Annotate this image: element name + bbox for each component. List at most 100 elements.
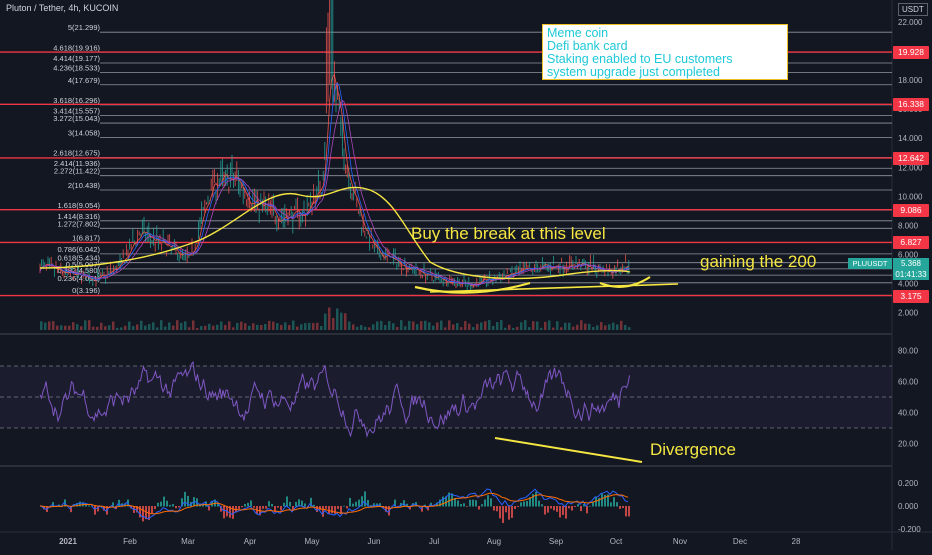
macd-histogram-bar: [367, 499, 369, 507]
volume-bar: [388, 321, 391, 330]
macd-histogram-bar: [52, 502, 54, 507]
volume-bar: [288, 325, 291, 330]
volume-bar: [512, 327, 515, 330]
macd-histogram-bar: [304, 503, 306, 507]
ma200-note[interactable]: gaining the 200: [700, 252, 817, 271]
macd-histogram-bar: [607, 494, 609, 507]
fib-level-label: 0(3.196): [72, 286, 100, 295]
price-axis-tick: 2.000: [898, 309, 919, 318]
volume-bar: [568, 322, 571, 330]
macd-histogram-bar: [577, 504, 579, 507]
rsi-axis-tick: 60.00: [898, 378, 919, 387]
volume-bar: [344, 313, 347, 330]
fib-level-label: 2.272(11.422): [54, 167, 101, 176]
macd-line: [39, 488, 629, 520]
macd-histogram-bar: [76, 502, 78, 507]
macd-histogram-bar: [454, 497, 456, 507]
macd-histogram-bar: [97, 506, 99, 512]
macd-histogram-bar: [79, 501, 81, 507]
fib-level-label: 1(6.817): [72, 234, 100, 243]
macd-histogram-bar: [325, 506, 327, 509]
macd-histogram-bar: [424, 504, 426, 507]
volume-bar: [136, 324, 139, 330]
volume-bar: [400, 320, 403, 330]
currency-label[interactable]: USDT: [898, 3, 928, 16]
macd-histogram-bar: [346, 506, 348, 509]
volume-bar: [504, 327, 507, 330]
macd-histogram-bar: [163, 496, 165, 507]
volume-bar: [268, 320, 271, 330]
macd-histogram-bar: [619, 506, 621, 509]
fib-level-label: 2.414(11.936): [54, 159, 101, 168]
price-axis-tick: 4.000: [898, 280, 919, 289]
macd-histogram-bar: [232, 506, 234, 519]
volume-bar: [332, 317, 335, 330]
fib-level-label: 4.236(18.533): [53, 63, 100, 72]
macd-histogram-bar: [157, 502, 159, 507]
volume-bar: [464, 321, 467, 330]
price-level-tag: 9.086: [893, 203, 929, 217]
macd-histogram-bar: [142, 506, 144, 522]
divergence-note[interactable]: Divergence: [650, 440, 736, 459]
volume-bar: [128, 321, 131, 330]
macd-histogram-bar: [436, 502, 438, 507]
macd-histogram-bar: [397, 506, 399, 507]
volume-bar: [376, 321, 379, 330]
volume-bar: [144, 325, 147, 330]
macd-histogram-bar: [505, 506, 507, 513]
time-axis-tick: Mar: [181, 537, 195, 546]
macd-histogram-bar: [472, 499, 474, 507]
time-axis-tick: Nov: [673, 537, 687, 546]
volume-bar: [88, 320, 91, 330]
macd-histogram-bar: [457, 500, 459, 507]
rsi-axis-tick: 20.00: [898, 440, 919, 449]
macd-histogram-bar: [352, 503, 354, 507]
notes-box[interactable]: Meme coin Defi bank card Staking enabled…: [542, 24, 788, 80]
price-level-tag: 3.175: [893, 289, 929, 303]
volume-bar: [508, 324, 511, 330]
volume-bar: [148, 324, 151, 330]
volume-bar: [600, 322, 603, 330]
macd-axis-tick: -0.200: [898, 525, 921, 534]
macd-histogram-bar: [184, 491, 186, 507]
macd-histogram-bar: [496, 506, 498, 512]
fib-level-label: 3.618(16.296): [53, 96, 100, 105]
time-axis-tick: Jun: [368, 537, 381, 546]
time-axis-tick: Dec: [733, 537, 747, 546]
price-axis-tick: 14.000: [898, 134, 923, 143]
divergence-line: [494, 437, 643, 463]
volume-bar: [436, 322, 439, 330]
macd-histogram-bar: [181, 498, 183, 507]
macd-histogram-bar: [343, 505, 345, 507]
volume-bar: [252, 323, 255, 330]
macd-histogram-bar: [535, 491, 537, 507]
macd-histogram-bar: [145, 506, 147, 520]
volume-bar: [56, 325, 59, 330]
volume-bar: [360, 324, 363, 330]
volume-bar: [612, 322, 615, 330]
break-level-note[interactable]: Buy the break at this level: [411, 224, 606, 243]
fib-level-label: 0.382(4.580): [57, 266, 100, 275]
macd-histogram-bar: [613, 497, 615, 507]
macd-histogram-bar: [187, 495, 189, 507]
volume-bar: [396, 326, 399, 330]
macd-histogram-bar: [64, 499, 66, 507]
macd-histogram-bar: [466, 506, 468, 507]
volume-bar: [196, 327, 199, 330]
volume-bar: [200, 326, 203, 330]
current-price: 5.368: [900, 259, 922, 268]
macd-histogram-bar: [469, 499, 471, 507]
volume-bar: [408, 320, 411, 330]
rsi-line: [39, 360, 630, 438]
signal-line: [39, 492, 629, 515]
volume-bar: [112, 321, 115, 330]
volume-bar: [244, 323, 247, 330]
volume-bar: [320, 326, 323, 330]
macd-histogram-bar: [442, 496, 444, 507]
macd-histogram-bar: [484, 499, 486, 507]
volume-bar: [296, 326, 299, 330]
macd-histogram-bar: [589, 505, 591, 507]
volume-bar: [236, 322, 239, 330]
